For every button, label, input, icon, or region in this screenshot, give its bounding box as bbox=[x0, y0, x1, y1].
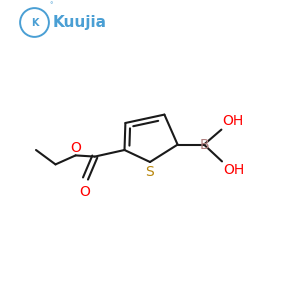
Text: S: S bbox=[146, 165, 154, 178]
Text: °: ° bbox=[50, 3, 53, 9]
Text: K: K bbox=[31, 17, 38, 28]
Text: OH: OH bbox=[223, 114, 244, 128]
Text: Kuujia: Kuujia bbox=[52, 15, 106, 30]
Text: O: O bbox=[80, 184, 90, 199]
Text: OH: OH bbox=[223, 163, 244, 177]
Text: B: B bbox=[199, 138, 209, 152]
Text: O: O bbox=[70, 141, 81, 155]
